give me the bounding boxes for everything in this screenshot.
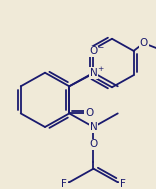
Text: N: N — [90, 122, 97, 132]
Text: −: − — [97, 45, 103, 51]
Text: N: N — [90, 68, 97, 78]
Text: O: O — [85, 108, 93, 119]
Text: +: + — [97, 66, 103, 72]
Text: F: F — [120, 179, 126, 189]
Text: O: O — [89, 139, 98, 149]
Text: O: O — [89, 46, 98, 56]
Text: O: O — [139, 38, 148, 48]
Text: F: F — [61, 179, 67, 189]
